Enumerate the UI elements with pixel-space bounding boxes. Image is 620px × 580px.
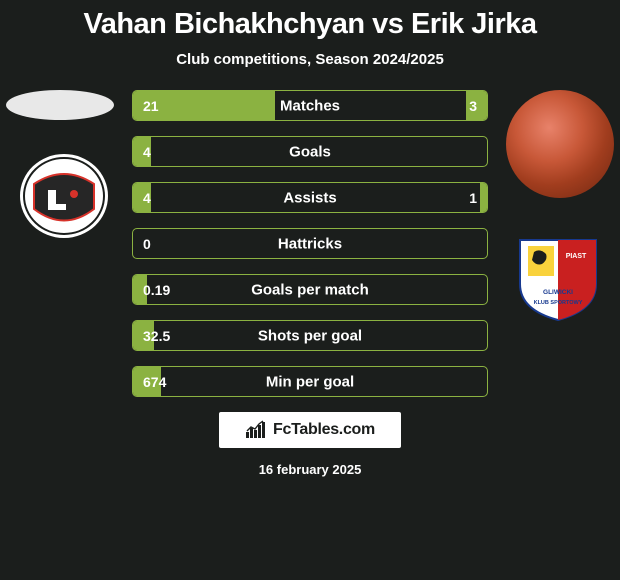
player-right-photo	[506, 90, 614, 198]
brand-icon	[245, 420, 267, 440]
svg-text:GLIWICKI: GLIWICKI	[543, 289, 573, 296]
stat-value-right: 1	[469, 190, 477, 206]
svg-text:KLUB SPORTOWY: KLUB SPORTOWY	[534, 300, 583, 306]
page-title: Vahan Bichakhchyan vs Erik Jirka	[0, 0, 620, 41]
stat-label: Shots per goal	[133, 327, 487, 344]
stat-label: Min per goal	[133, 373, 487, 390]
subtitle: Club competitions, Season 2024/2025	[0, 51, 620, 68]
stat-row: 32.5Shots per goal	[132, 320, 488, 351]
comparison-panel: PIAST GLIWICKI KLUB SPORTOWY 21Matches3 4…	[0, 90, 620, 397]
stat-value-right: 3	[469, 98, 477, 114]
left-column	[6, 90, 126, 244]
stat-row: 0.19Goals per match	[132, 274, 488, 305]
stat-row: 4Assists1	[132, 182, 488, 213]
right-column: PIAST GLIWICKI KLUB SPORTOWY	[494, 90, 614, 322]
club-left-badge	[14, 154, 114, 244]
club-right-badge: PIAST GLIWICKI KLUB SPORTOWY	[508, 232, 608, 322]
stat-label: Hattricks	[133, 235, 487, 252]
stat-row: 0Hattricks	[132, 228, 488, 259]
footer-date: 16 february 2025	[0, 462, 620, 477]
stat-row: 4Goals	[132, 136, 488, 167]
stat-label: Matches	[133, 97, 487, 114]
player-left-photo	[6, 90, 114, 120]
stat-label: Assists	[133, 189, 487, 206]
stat-row: 21Matches3	[132, 90, 488, 121]
stat-label: Goals per match	[133, 281, 487, 298]
brand-text: FcTables.com	[273, 421, 375, 439]
stats-table: 21Matches3 4Goals 4Assists1 0Hattricks 0.19G…	[132, 90, 488, 397]
stat-label: Goals	[133, 143, 487, 160]
brand-badge: FcTables.com	[219, 412, 401, 448]
svg-text:PIAST: PIAST	[566, 253, 587, 260]
stat-row: 674Min per goal	[132, 366, 488, 397]
